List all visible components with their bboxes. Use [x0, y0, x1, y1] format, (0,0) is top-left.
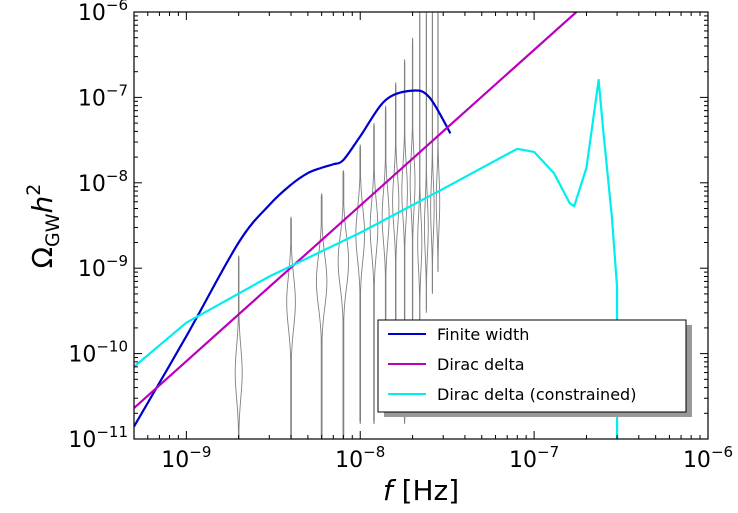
legend-box — [377, 319, 687, 413]
violin-5 — [369, 123, 379, 424]
y-tick-label: 10−7 — [78, 81, 128, 111]
y-tick-label: 10−8 — [78, 167, 128, 197]
violin-2 — [315, 193, 328, 439]
violin-3 — [337, 170, 350, 439]
legend-label-dirac-delta-constrained: Dirac delta (constrained) — [437, 385, 636, 404]
x-tick-label: 10−8 — [335, 443, 385, 473]
series-dirac-delta — [134, 12, 578, 409]
violin-13 — [435, 12, 441, 273]
series-layer — [134, 12, 619, 439]
violin-4 — [355, 144, 366, 425]
violin-0 — [234, 255, 243, 439]
y-tick-label: 10−6 — [78, 0, 128, 26]
legend: Finite width Dirac delta Dirac delta (co… — [377, 319, 692, 417]
series-dirac-delta-constrained — [134, 78, 619, 439]
x-tick-label: 10−9 — [161, 443, 211, 473]
y-tick-label: 10−11 — [68, 423, 128, 453]
violin-7 — [392, 82, 400, 414]
violin-6 — [381, 105, 390, 414]
violin-9 — [409, 37, 416, 414]
legend-label-finite-width: Finite width — [437, 325, 529, 344]
y-tick-label: 10−10 — [68, 338, 128, 368]
x-axis-label: f [Hz] — [383, 474, 459, 507]
legend-label-dirac-delta: Dirac delta — [437, 355, 525, 374]
x-tick-label: 10−7 — [509, 443, 559, 473]
violin-1 — [286, 216, 296, 439]
violin-12 — [430, 12, 435, 294]
y-axis-label: ΩGWh2 — [23, 184, 64, 269]
y-tick-label: 10−9 — [78, 252, 128, 282]
series-finite-width — [134, 89, 452, 428]
plot-frame — [133, 11, 709, 440]
violin-layer — [234, 12, 441, 439]
x-tick-label: 10−6 — [683, 443, 733, 473]
violin-10 — [417, 12, 423, 354]
violin-11 — [423, 12, 429, 313]
violin-8 — [401, 59, 408, 424]
